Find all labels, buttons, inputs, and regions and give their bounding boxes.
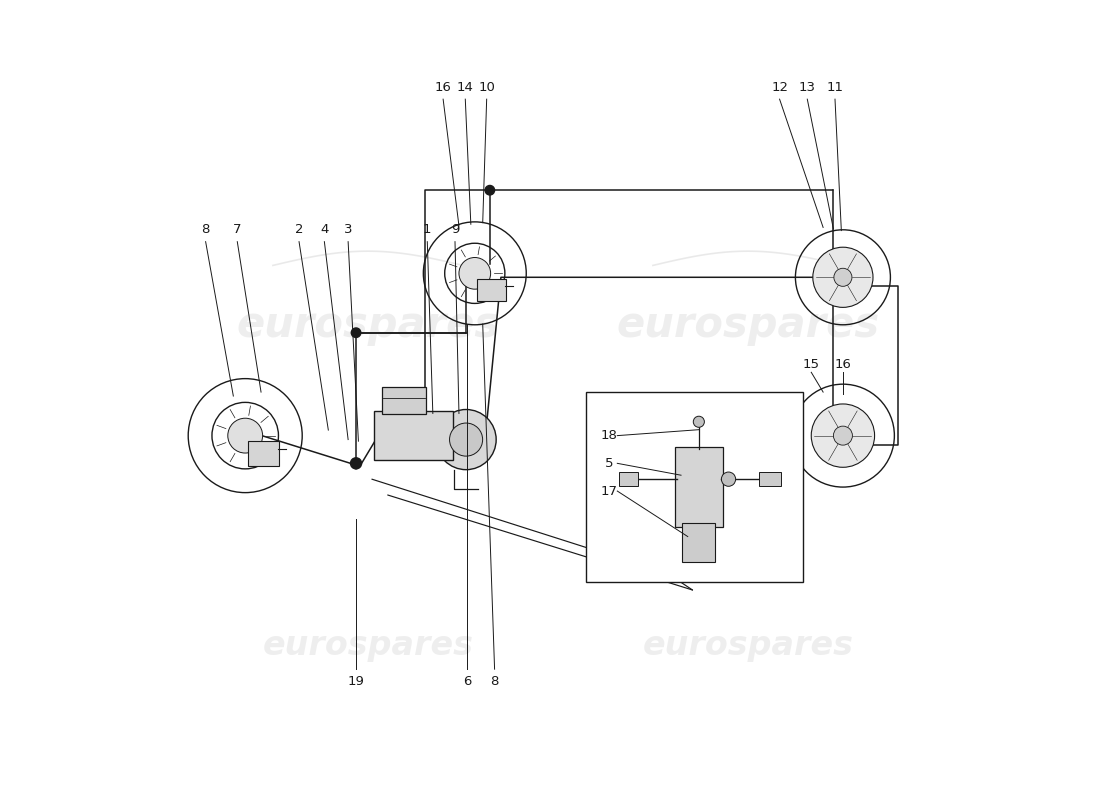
FancyBboxPatch shape bbox=[674, 447, 723, 527]
Bar bbox=[585, 392, 803, 582]
Text: 18: 18 bbox=[601, 429, 618, 442]
FancyBboxPatch shape bbox=[619, 472, 638, 486]
Circle shape bbox=[693, 416, 704, 427]
Circle shape bbox=[722, 472, 736, 486]
Text: 3: 3 bbox=[344, 223, 352, 236]
Text: 7: 7 bbox=[233, 223, 242, 236]
Text: 11: 11 bbox=[826, 81, 844, 94]
Text: 5: 5 bbox=[605, 457, 614, 470]
Text: 9: 9 bbox=[451, 223, 459, 236]
Circle shape bbox=[436, 410, 496, 470]
Text: 6: 6 bbox=[463, 674, 471, 687]
Text: 13: 13 bbox=[799, 81, 816, 94]
Circle shape bbox=[459, 258, 491, 289]
FancyBboxPatch shape bbox=[477, 278, 506, 302]
Text: eurospares: eurospares bbox=[236, 304, 499, 346]
Text: 4: 4 bbox=[320, 223, 329, 236]
Text: 16: 16 bbox=[835, 358, 851, 371]
Circle shape bbox=[834, 268, 851, 286]
Text: 8: 8 bbox=[491, 674, 498, 687]
FancyBboxPatch shape bbox=[682, 523, 715, 562]
Text: 8: 8 bbox=[201, 223, 210, 236]
Text: 10: 10 bbox=[478, 81, 495, 94]
Text: 15: 15 bbox=[803, 358, 820, 371]
Text: 19: 19 bbox=[348, 674, 364, 687]
Circle shape bbox=[485, 186, 495, 195]
FancyBboxPatch shape bbox=[382, 387, 426, 414]
FancyBboxPatch shape bbox=[759, 472, 781, 486]
Text: 2: 2 bbox=[295, 223, 304, 236]
Text: 16: 16 bbox=[434, 81, 452, 94]
Circle shape bbox=[228, 418, 263, 453]
Text: eurospares: eurospares bbox=[616, 304, 880, 346]
Circle shape bbox=[813, 247, 873, 307]
Circle shape bbox=[812, 404, 874, 467]
Circle shape bbox=[450, 423, 483, 456]
Circle shape bbox=[351, 458, 362, 469]
Text: 17: 17 bbox=[601, 485, 618, 498]
Text: 14: 14 bbox=[456, 81, 474, 94]
Circle shape bbox=[351, 328, 361, 338]
Text: eurospares: eurospares bbox=[263, 629, 473, 662]
Text: eurospares: eurospares bbox=[642, 629, 854, 662]
FancyBboxPatch shape bbox=[374, 411, 452, 460]
Text: 12: 12 bbox=[771, 81, 788, 94]
Circle shape bbox=[834, 426, 852, 445]
FancyBboxPatch shape bbox=[248, 442, 279, 466]
Text: 1: 1 bbox=[424, 223, 431, 236]
